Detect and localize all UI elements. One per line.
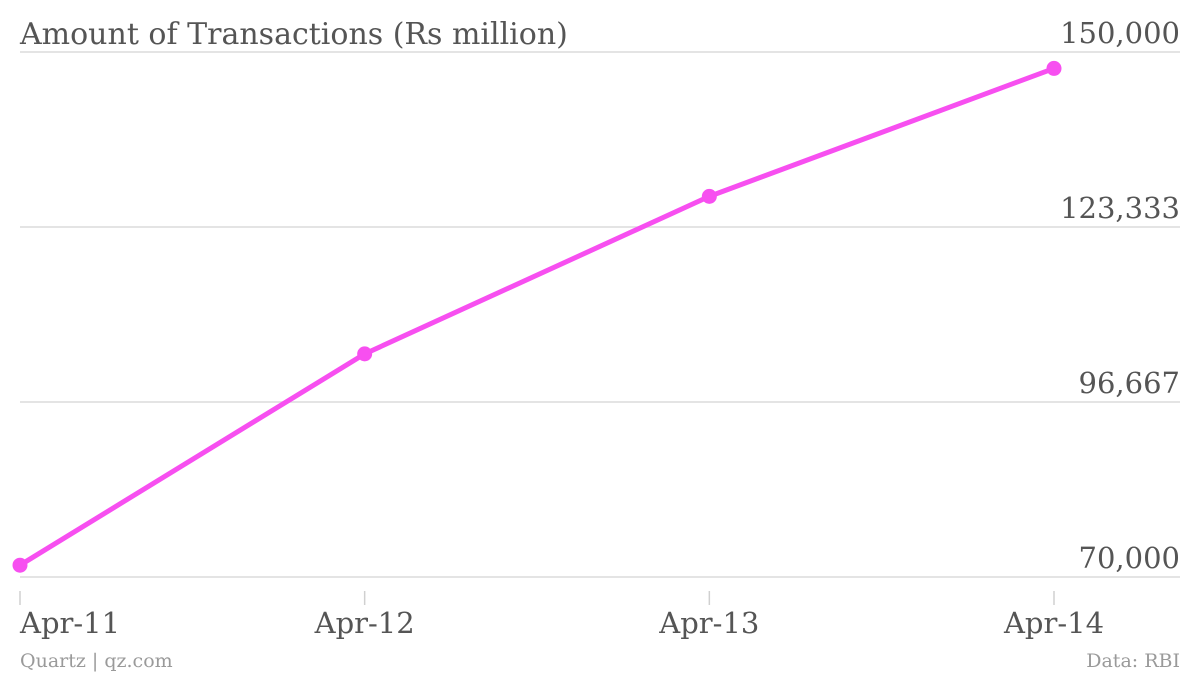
y-axis-labels: 70,000 96,667 123,333 150,000 xyxy=(1060,16,1180,575)
x-axis-labels: Apr-11 Apr-12 Apr-13 Apr-14 xyxy=(19,606,1104,640)
chart-title: Amount of Transactions (Rs million) xyxy=(19,17,568,52)
gridlines xyxy=(20,51,1180,578)
x-tick-label: Apr-11 xyxy=(19,606,120,640)
data-point xyxy=(12,557,28,573)
footer-credit: Quartz | qz.com xyxy=(20,650,173,672)
footer-source: Data: RBI xyxy=(1086,650,1180,672)
series-line xyxy=(17,65,1057,568)
y-tick-label: 96,667 xyxy=(1079,366,1180,400)
data-point xyxy=(357,346,373,362)
x-tick-label: Apr-12 xyxy=(314,606,415,640)
x-tick-label: Apr-14 xyxy=(1003,606,1104,640)
series-layer xyxy=(12,60,1062,573)
data-point xyxy=(1046,60,1062,76)
x-tick-label: Apr-13 xyxy=(658,606,759,640)
y-tick-label: 123,333 xyxy=(1060,191,1180,225)
data-point xyxy=(701,188,717,204)
y-tick-label: 150,000 xyxy=(1060,16,1180,50)
y-tick-label: 70,000 xyxy=(1079,541,1180,575)
x-axis-ticks xyxy=(19,591,1055,605)
